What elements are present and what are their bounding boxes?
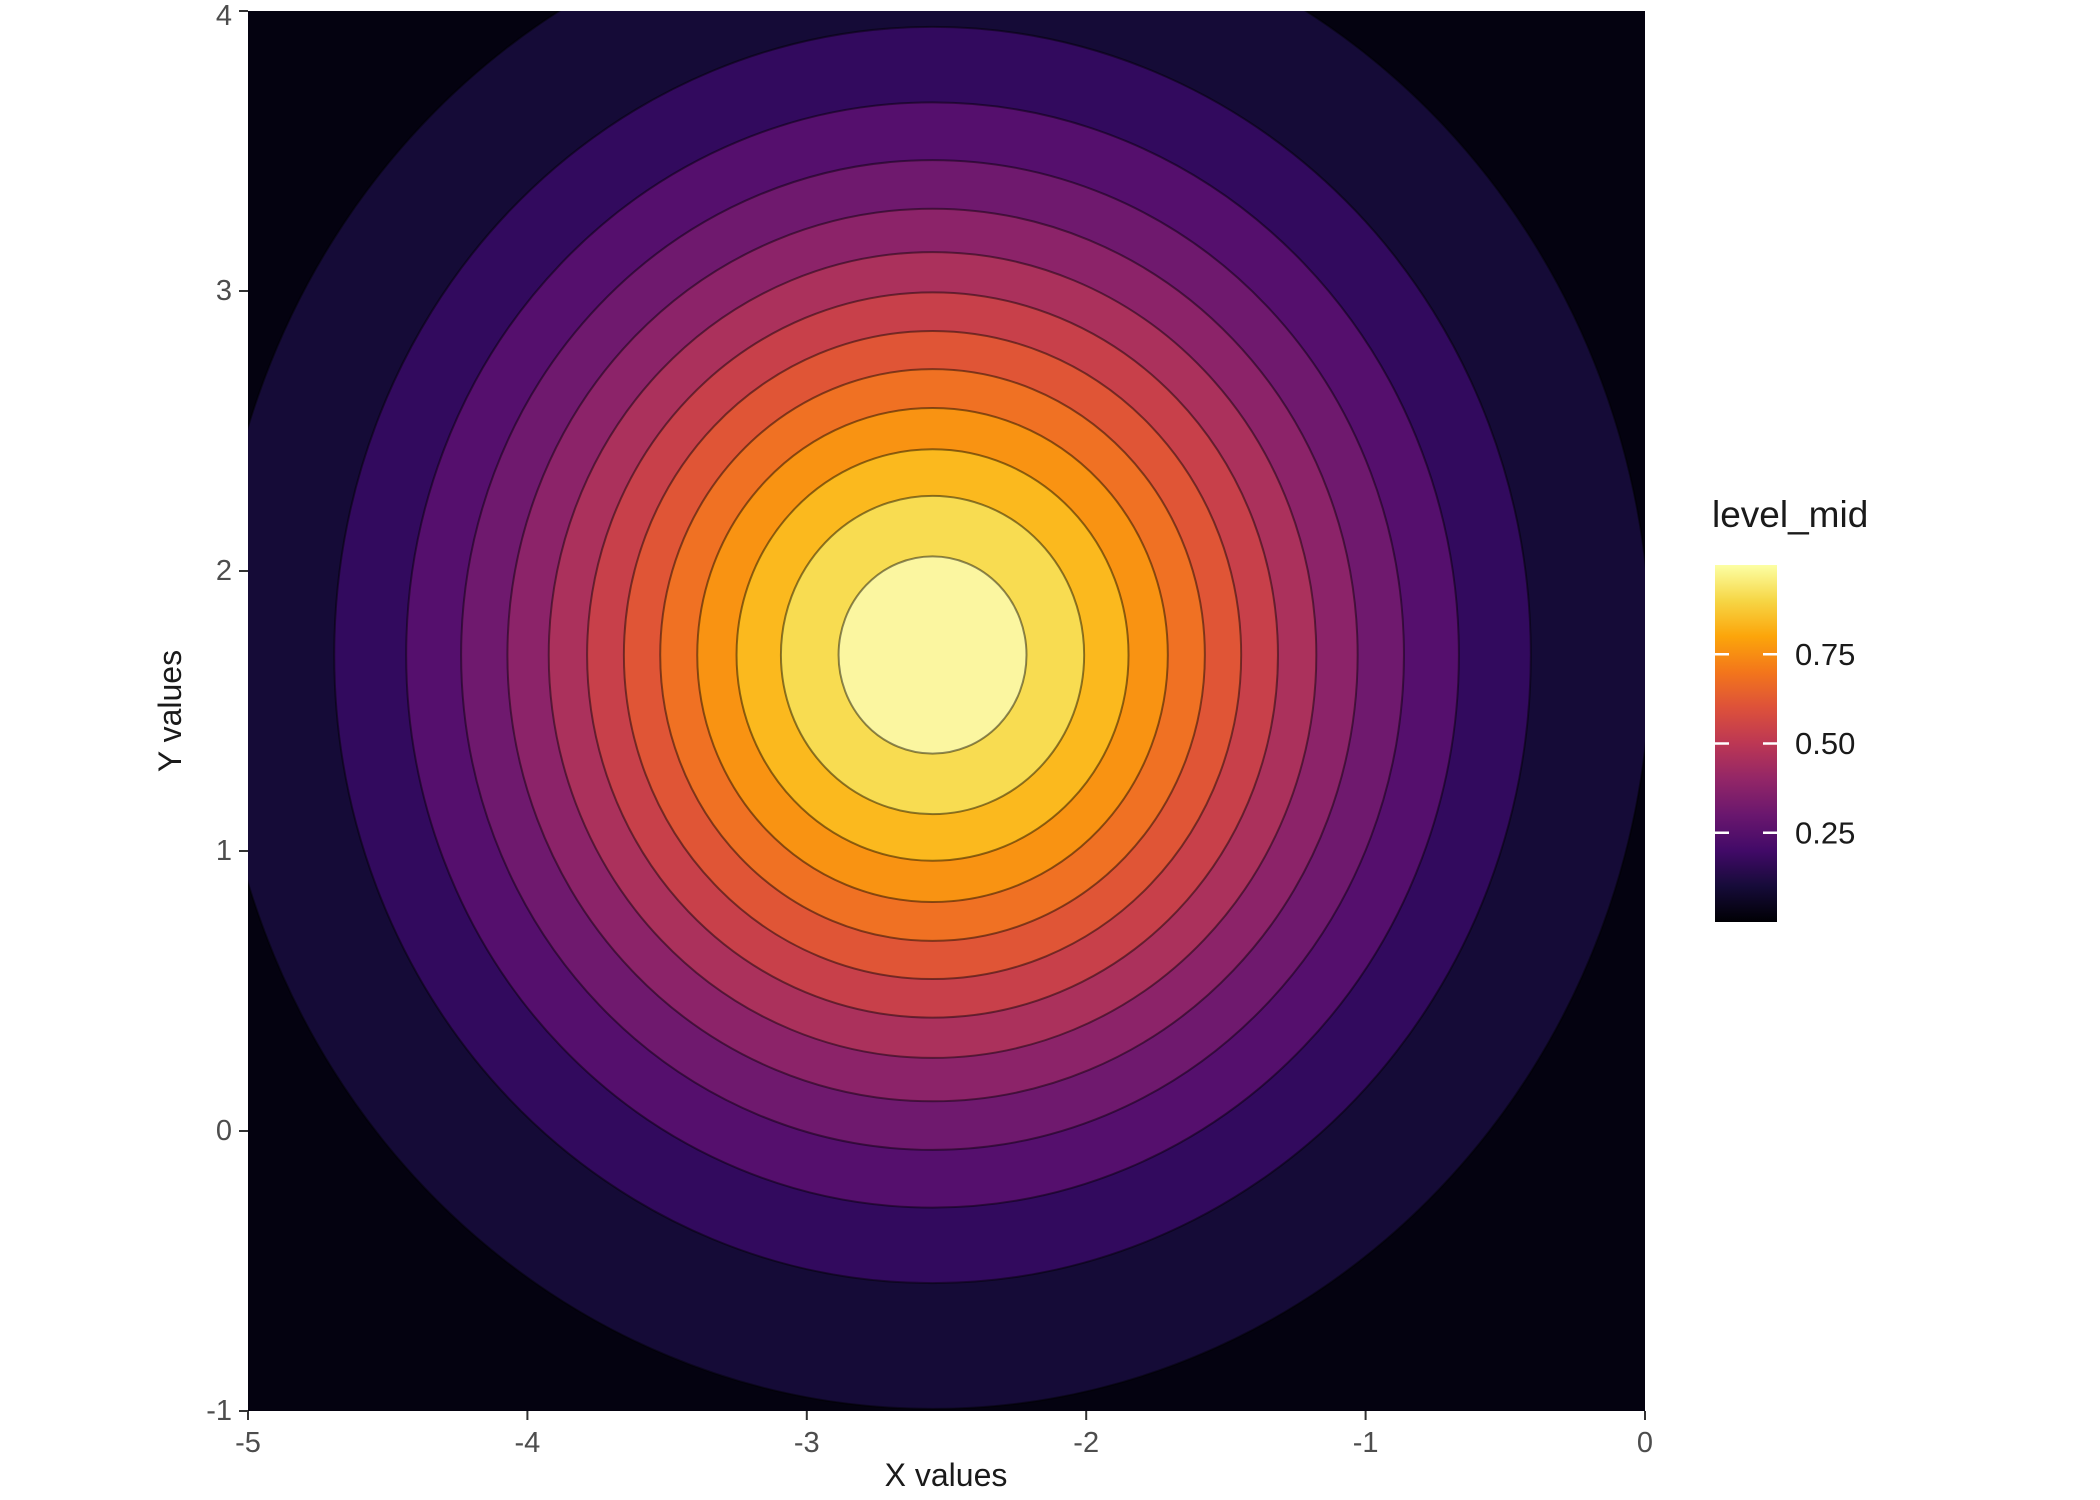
y-axis-title: Y values — [152, 650, 188, 772]
contour-bands-layer — [248, 11, 1645, 1411]
y-tick-label: 3 — [216, 275, 232, 307]
x-tick-label: -5 — [235, 1427, 261, 1459]
axes-layer: -5 -4 -3 -2 -1 0 -1 0 1 2 3 4 — [206, 0, 1653, 1459]
y-tick-label: 2 — [216, 555, 232, 587]
legend-title: level_mid — [1712, 494, 1868, 535]
legend-layer: 0.75 0.50 0.25 — [1715, 565, 1855, 922]
x-tick-label: -1 — [1353, 1427, 1379, 1459]
x-tick-label: -3 — [794, 1427, 820, 1459]
y-tick-label: 0 — [216, 1115, 232, 1147]
y-tick-label: -1 — [206, 1395, 232, 1427]
y-tick-label: 1 — [216, 835, 232, 867]
y-tick-label: 4 — [216, 0, 232, 32]
x-tick-label: -2 — [1073, 1427, 1099, 1459]
contour-band — [837, 555, 1028, 755]
legend-tick-label: 0.25 — [1795, 815, 1855, 850]
legend-tick-label: 0.75 — [1795, 637, 1855, 672]
x-tick-label: 0 — [1637, 1427, 1653, 1459]
x-tick-label: -4 — [515, 1427, 541, 1459]
x-axis-title: X values — [885, 1457, 1008, 1493]
legend-tick-label: 0.50 — [1795, 726, 1855, 761]
